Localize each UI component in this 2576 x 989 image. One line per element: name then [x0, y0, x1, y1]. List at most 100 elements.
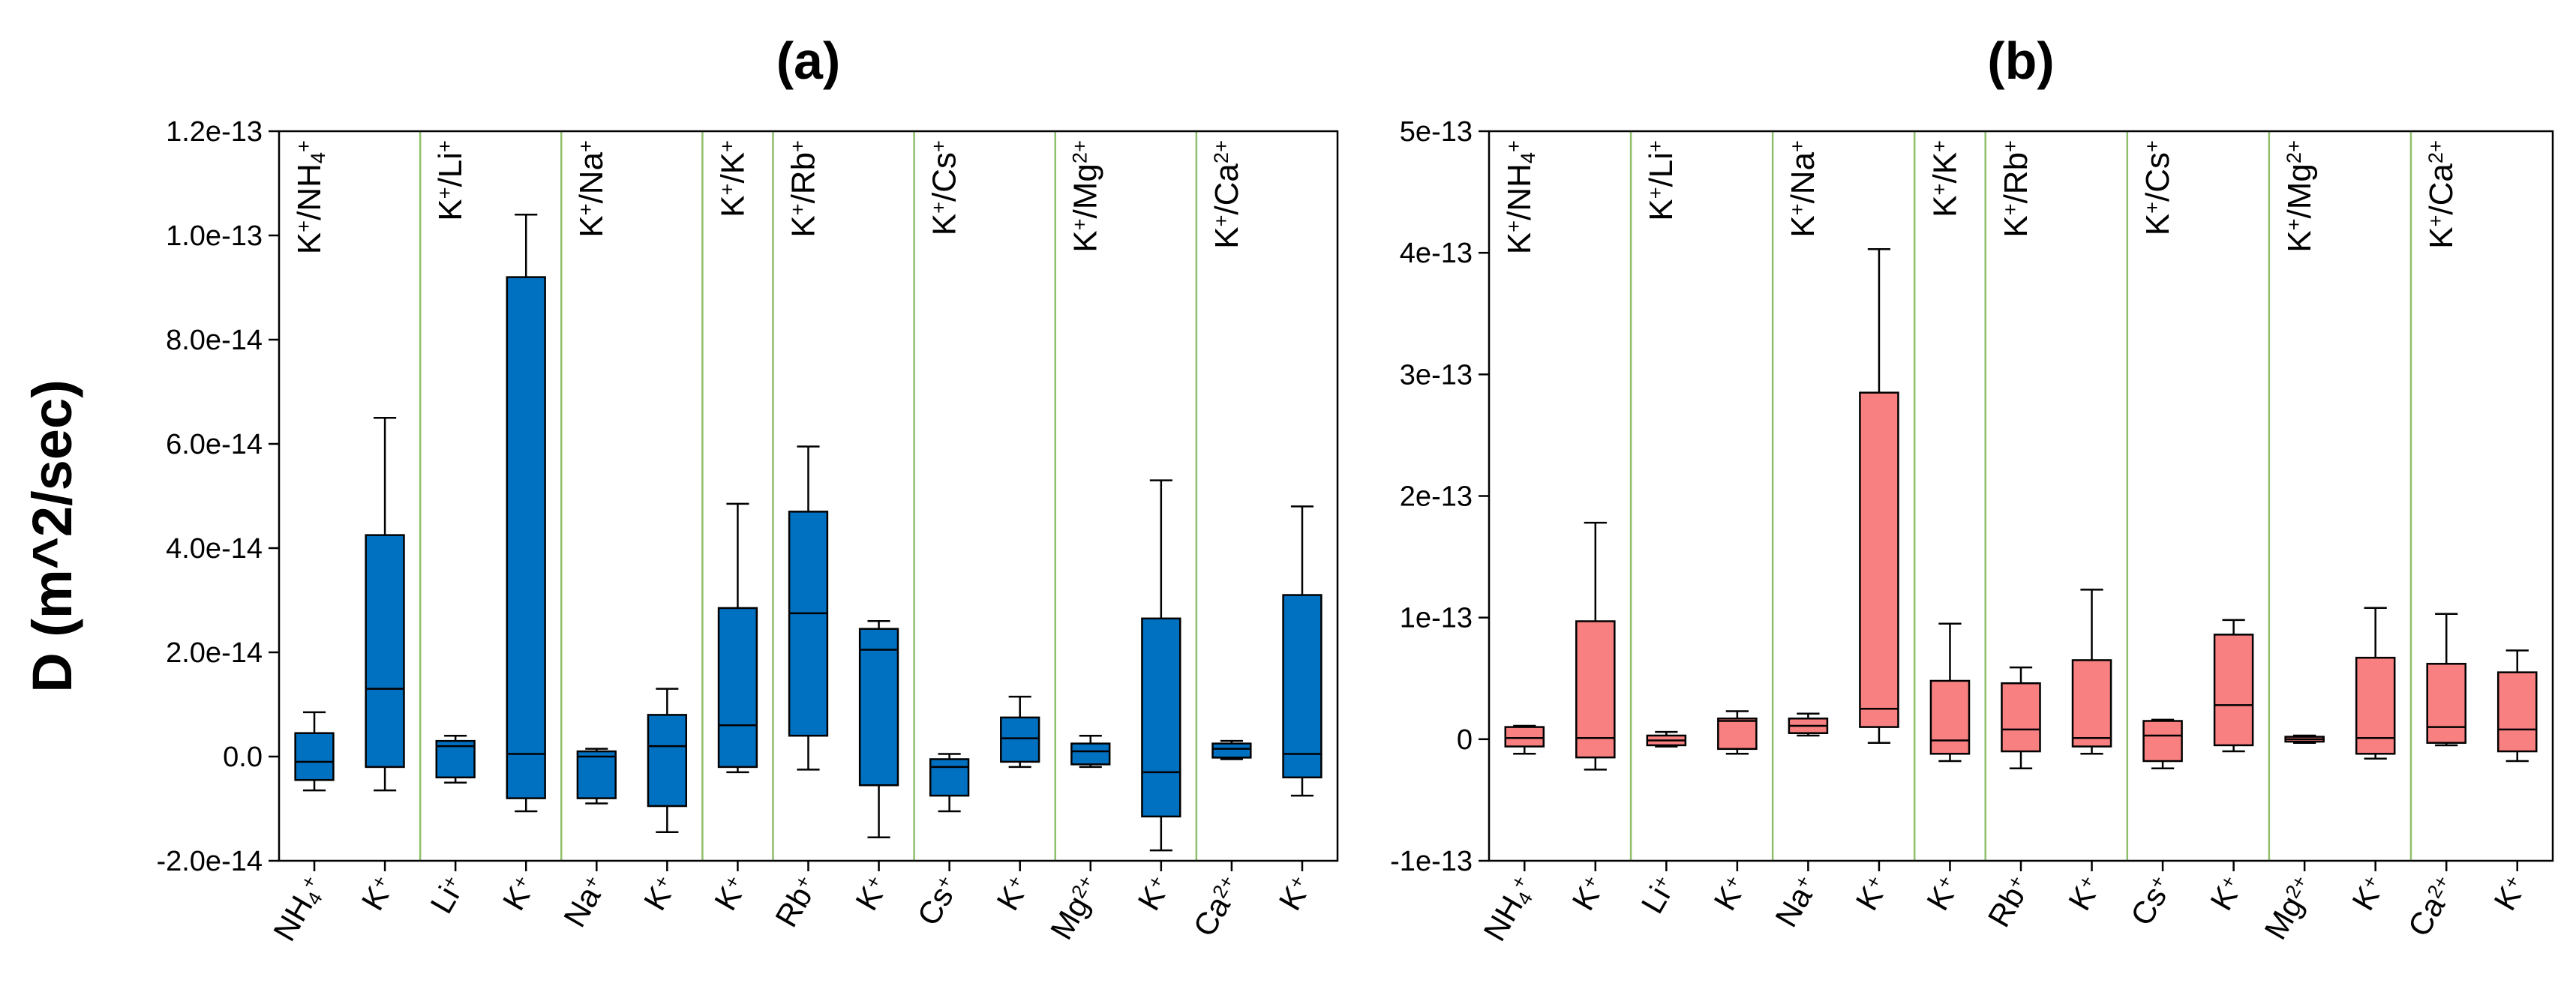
box-iqr [1504, 726, 1545, 748]
y-tick-label: -1e-13 [1390, 846, 1473, 877]
box-14 [1211, 739, 1252, 871]
box-iqr [647, 714, 688, 808]
y-tick-label: 2e-13 [1400, 481, 1473, 513]
x-tick-label: NH4+ [1476, 871, 1542, 948]
box-10 [929, 753, 970, 871]
box-11 [1000, 695, 1040, 871]
y-tick-label: 6.0e-14 [166, 429, 263, 460]
panel-a: (a) K+/NH4+ K+/Li+ K+/Na+ K+/K+ K+/Rb+ K+/Cs+ K… [156, 31, 1339, 948]
x-tick-label: Rb+ [768, 871, 824, 933]
x-tick-label: K+ [1565, 871, 1611, 916]
box-iqr [1717, 718, 1758, 751]
box-iqr [858, 628, 899, 787]
box-7 [717, 502, 758, 871]
box-8 [788, 445, 829, 871]
x-tick-label: K+ [1848, 871, 1895, 916]
x-tick-label: Rb+ [1981, 871, 2037, 933]
group-label: K+/Li+ [1643, 140, 1680, 221]
box-2 [365, 417, 405, 871]
x-tick-label: K+ [1707, 871, 1753, 916]
box-iqr [1141, 617, 1181, 818]
x-tick-label: Mg2+ [1043, 871, 1107, 946]
group-label: K+/Mg2+ [1067, 140, 1104, 253]
y-tick-label: -2.0e-14 [156, 846, 263, 877]
x-tick-label: Cs+ [2124, 871, 2179, 931]
x-tick-label: Mg2+ [2257, 871, 2321, 946]
group-label: K+/Cs+ [926, 140, 963, 235]
group-label: K+/Na+ [1785, 140, 1821, 238]
panel-b: (b) K+/NH4+ K+/Li+ K+/Na+ K+/K+ K+/Rb+ K+/Cs+ K… [1390, 31, 2554, 948]
group-label: K+/K+ [1926, 140, 1963, 217]
group-label: K+/NH4+ [291, 140, 329, 254]
y-tick-label: 1.2e-13 [166, 116, 263, 148]
group-label: K+/Li+ [432, 140, 469, 221]
y-tick-label: 4e-13 [1400, 238, 1473, 269]
box-12 [1070, 734, 1111, 871]
box-8 [2001, 666, 2041, 871]
y-tick-label: 1e-13 [1400, 603, 1473, 634]
box-iqr [2426, 663, 2466, 744]
box-iqr [1929, 679, 1971, 755]
box-iqr [2071, 659, 2112, 748]
box-iqr [1000, 716, 1040, 763]
box-iqr [2355, 656, 2396, 755]
box-iqr [788, 511, 829, 737]
box-iqr [929, 758, 970, 797]
x-tick-label: Ca2+ [2401, 871, 2463, 943]
x-tick-label: Cs+ [910, 871, 965, 931]
box-1 [1504, 724, 1545, 871]
x-tick-label: K+ [1920, 871, 1966, 916]
group-label: K+/NH4+ [1501, 140, 1539, 254]
box-iqr [1211, 742, 1252, 759]
x-tick-label: K+ [989, 871, 1036, 916]
y-tick-label: 0.0 [223, 742, 263, 773]
group-label: K+/Cs+ [2139, 140, 2176, 235]
box-9 [858, 620, 899, 871]
group-label: K+/Rb+ [785, 140, 821, 238]
box-iqr [2213, 634, 2254, 747]
x-tick-label: Li+ [423, 871, 472, 919]
box-iqr [717, 607, 758, 769]
box-6 [647, 688, 688, 871]
box-1 [294, 711, 335, 871]
y-tick-label: 0 [1457, 724, 1473, 756]
box-14 [2426, 613, 2466, 871]
box-iqr [1575, 620, 1616, 759]
x-tick-label: K+ [355, 871, 401, 916]
x-tick-label: Na+ [1768, 871, 1824, 933]
box-12 [2284, 734, 2325, 871]
group-label: K+/K+ [714, 140, 751, 217]
x-tick-label: K+ [1271, 871, 1318, 916]
group-label: K+/Na+ [573, 140, 610, 238]
x-tick-label: K+ [848, 871, 895, 916]
group-label: K+/Ca2+ [1208, 140, 1245, 249]
box-15 [2496, 649, 2538, 871]
box-13 [2355, 607, 2396, 871]
box-3 [1646, 730, 1687, 871]
x-tick-label: NH4+ [266, 871, 332, 948]
group-label: K+/Rb+ [1998, 140, 2034, 238]
x-tick-label: Ca2+ [1186, 871, 1247, 943]
group-label: K+/Ca2+ [2423, 140, 2460, 249]
y-tick-label: 8.0e-14 [166, 325, 263, 356]
box-4 [1717, 710, 1758, 871]
box-iqr [1070, 742, 1111, 766]
box-iqr [365, 534, 405, 769]
box-iqr [2001, 682, 2041, 753]
box-7 [1929, 622, 1971, 871]
x-tick-label: K+ [2203, 871, 2250, 916]
x-tick-label: K+ [707, 871, 754, 916]
box-4 [506, 213, 546, 871]
x-tick-label: K+ [2061, 871, 2108, 916]
box-5 [576, 748, 617, 871]
box-2 [1575, 521, 1616, 871]
y-tick-label: 4.0e-14 [166, 533, 263, 565]
y-tick-label: 5e-13 [1400, 116, 1473, 148]
box-iqr [2496, 671, 2538, 753]
figure-y-axis-label: D (m^2/sec) [21, 379, 83, 692]
x-tick-label: Li+ [1634, 871, 1683, 919]
chart-title: (b) [1987, 31, 2054, 90]
x-tick-label: K+ [496, 871, 542, 916]
x-tick-label: K+ [2487, 871, 2533, 916]
